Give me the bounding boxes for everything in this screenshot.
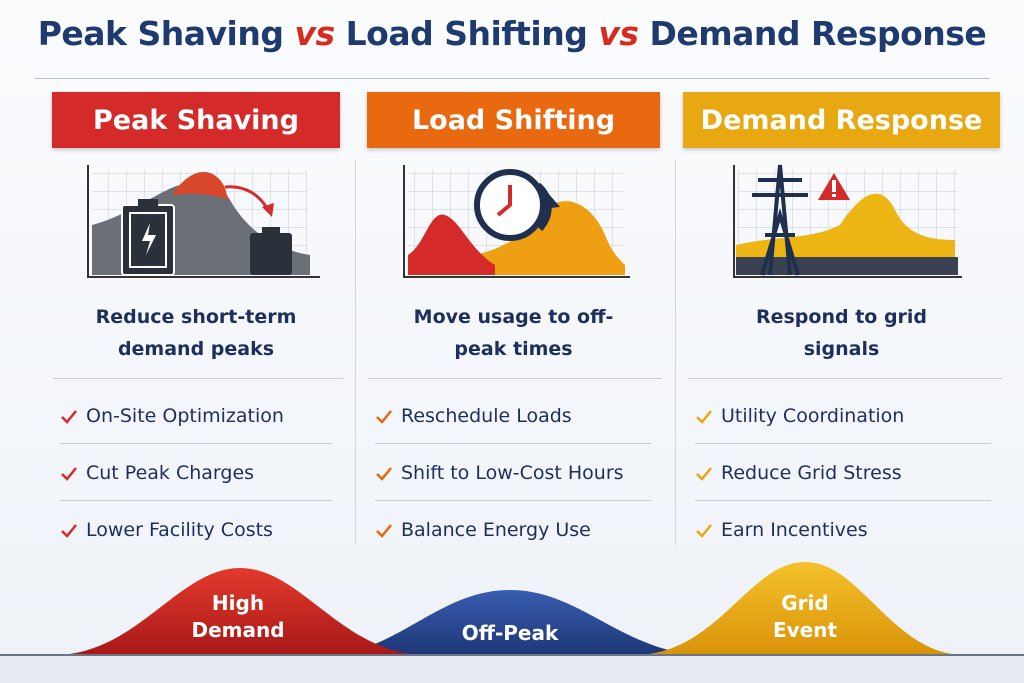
title-rule bbox=[35, 78, 990, 79]
separator bbox=[60, 500, 332, 501]
list-item: Cut Peak Charges bbox=[60, 458, 342, 488]
item-text: Shift to Low-Cost Hours bbox=[401, 462, 624, 484]
divider bbox=[355, 160, 356, 545]
separator bbox=[60, 443, 332, 444]
item-text: Reschedule Loads bbox=[401, 405, 572, 427]
title-part: Peak Shaving bbox=[37, 14, 284, 53]
list-item: Reschedule Loads bbox=[375, 401, 661, 431]
item-text: Cut Peak Charges bbox=[86, 462, 255, 484]
separator bbox=[695, 443, 991, 444]
item-text: Earn Incentives bbox=[721, 519, 868, 541]
column-header: Demand Response bbox=[683, 92, 1000, 148]
divider bbox=[675, 160, 676, 545]
demand-response-icon bbox=[733, 164, 962, 278]
separator bbox=[375, 443, 651, 444]
demand-curves bbox=[0, 562, 1024, 683]
column-description: Move usage to off-peak times bbox=[413, 306, 614, 360]
peak-shaving-icon bbox=[87, 165, 320, 278]
separator bbox=[695, 500, 991, 501]
check-icon bbox=[61, 524, 77, 538]
item-text: Lower Facility Costs bbox=[86, 519, 273, 541]
check-icon bbox=[376, 524, 392, 538]
title-part: Demand Response bbox=[649, 14, 987, 53]
column-header: Load Shifting bbox=[367, 92, 660, 148]
item-text: Reduce Grid Stress bbox=[721, 462, 902, 484]
title-vs: vs bbox=[598, 14, 639, 53]
curve-label: Grid Event bbox=[772, 591, 838, 642]
list-item: Lower Facility Costs bbox=[60, 515, 342, 545]
item-text: On-Site Optimization bbox=[86, 405, 284, 427]
title-vs: vs bbox=[294, 14, 335, 53]
column-header: Peak Shaving bbox=[52, 92, 340, 148]
separator bbox=[375, 500, 651, 501]
icons bbox=[87, 164, 962, 278]
check-icon bbox=[61, 467, 77, 481]
check-icon bbox=[376, 467, 392, 481]
title: Peak Shaving vs Load Shifting vs Demand … bbox=[0, 14, 1024, 53]
item-text: Balance Energy Use bbox=[401, 519, 591, 541]
list-item: Utility Coordination bbox=[695, 401, 1001, 431]
check-icon bbox=[61, 410, 77, 424]
item-text: Utility Coordination bbox=[721, 405, 905, 427]
list-item: On-Site Optimization bbox=[60, 401, 342, 431]
load-shifting-icon bbox=[403, 165, 630, 278]
curve-label: Off-Peak bbox=[461, 621, 559, 645]
column-description: Reduce short-term demand peaks bbox=[95, 306, 297, 360]
separator bbox=[368, 378, 662, 379]
column-description: Respond to grid signals bbox=[755, 306, 928, 360]
list-item: Balance Energy Use bbox=[375, 515, 661, 545]
separator bbox=[53, 378, 343, 379]
title-part: Load Shifting bbox=[345, 14, 588, 53]
separator bbox=[688, 378, 1002, 379]
list-item: Reduce Grid Stress bbox=[695, 458, 1001, 488]
check-icon bbox=[696, 467, 712, 481]
list-item: Shift to Low-Cost Hours bbox=[375, 458, 661, 488]
curve-label: High Demand bbox=[191, 591, 285, 642]
list-item: Earn Incentives bbox=[695, 515, 1001, 545]
check-icon bbox=[696, 524, 712, 538]
check-icon bbox=[696, 410, 712, 424]
check-icon bbox=[376, 410, 392, 424]
